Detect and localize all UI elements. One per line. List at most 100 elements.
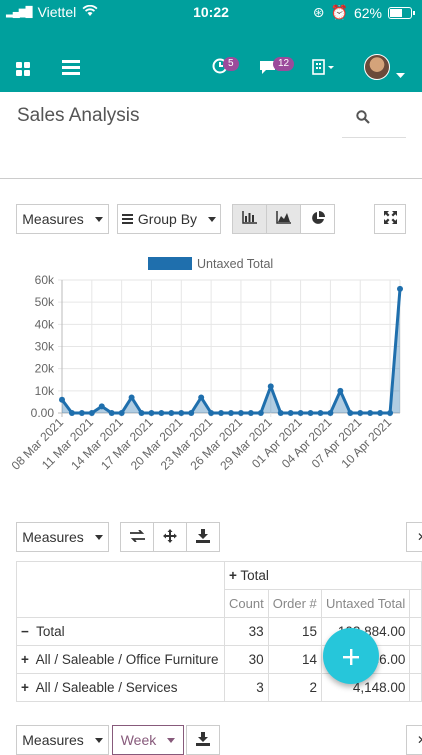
data-point (138, 410, 145, 416)
data-point (327, 410, 334, 416)
data-point (168, 410, 175, 416)
measures-dropdown[interactable]: Measures (16, 204, 109, 234)
move-arrows-icon (163, 528, 177, 546)
battery-icon (388, 6, 415, 19)
navbar: 5 12 (0, 24, 422, 92)
data-point (367, 410, 374, 416)
data-point (108, 410, 115, 416)
user-avatar[interactable] (364, 54, 390, 80)
pivot-col-header-total[interactable]: + Total (224, 561, 422, 590)
row-label: Total (36, 624, 65, 639)
group-by-dropdown[interactable]: Group By (117, 204, 221, 234)
pie-chart-button[interactable] (300, 204, 335, 234)
search-toggle[interactable] (342, 100, 406, 138)
expand-all-button[interactable] (153, 522, 187, 552)
data-point (287, 410, 294, 416)
menu-icon[interactable] (62, 59, 80, 80)
area-chart-icon (276, 211, 291, 227)
data-point (257, 410, 264, 416)
col-header-label: Total (240, 568, 269, 583)
bar-chart-icon (242, 211, 257, 227)
data-point (198, 394, 205, 401)
row-label: All / Saleable / Office Furniture (35, 652, 219, 667)
pivot-corner-cell (16, 561, 225, 618)
data-point (59, 396, 65, 403)
status-bar: ▂▄▆█ Viettel 10:22 ⊛ ⏰ 62% (0, 0, 422, 24)
group-by-label: Group By (137, 211, 198, 227)
bottom-measures-label: Measures (22, 732, 84, 748)
cell-overflow (409, 617, 422, 646)
activity-badge: 5 (223, 57, 239, 71)
measure-header-overflow (409, 589, 422, 618)
row-label: All / Saleable / Services (35, 680, 178, 695)
minus-icon: − (21, 624, 29, 639)
line-chart-button[interactable] (266, 204, 301, 234)
expand-button[interactable] (374, 204, 406, 234)
plus-icon: + (21, 652, 29, 667)
caret-down-icon (94, 737, 103, 743)
data-point (98, 403, 105, 410)
pivot-measures-dropdown[interactable]: Measures (16, 522, 109, 552)
pivot-expand-button[interactable]: ✕ (406, 522, 422, 552)
y-tick-label: 30k (35, 340, 55, 354)
table-row[interactable]: + All / Saleable / Services 3 2 4,148.00 (16, 673, 422, 702)
data-point (277, 410, 284, 416)
measure-header-orders[interactable]: Order # (267, 589, 322, 618)
orientation-lock-icon: ⊛ (312, 4, 325, 20)
cell-overflow (409, 645, 422, 674)
messages-badge: 12 (273, 57, 295, 71)
data-point (377, 410, 384, 416)
interval-label: Week (120, 732, 157, 748)
caret-down-icon (94, 534, 103, 540)
list-icon (121, 211, 133, 227)
bottom-measures-dropdown[interactable]: Measures (16, 725, 109, 755)
caret-down-icon (208, 216, 217, 222)
bottom-expand-button[interactable]: ✕ (406, 725, 422, 755)
measure-header-untaxed[interactable]: Untaxed Total (320, 589, 411, 618)
add-fab-button[interactable] (323, 628, 379, 684)
plus-icon: + (229, 568, 237, 583)
control-panel-divider (0, 178, 422, 179)
signal-icon: ▂▄▆█ (6, 6, 33, 18)
expand-icon: ✕ (417, 530, 422, 544)
data-point (357, 410, 364, 416)
caret-down-icon (167, 737, 176, 743)
data-point (387, 410, 394, 416)
cell-count: 3 (224, 673, 269, 702)
data-point (128, 394, 135, 401)
data-point (317, 410, 324, 416)
expand-icon: ✕ (417, 733, 422, 747)
row-header[interactable]: − Total (16, 617, 225, 646)
download-button[interactable] (186, 522, 220, 552)
data-point (297, 410, 304, 416)
caret-down-icon (94, 216, 103, 222)
apps-grid-icon[interactable] (16, 60, 30, 81)
data-point (88, 410, 95, 416)
wifi-icon (82, 4, 98, 20)
company-building-icon[interactable] (312, 59, 336, 80)
interval-dropdown[interactable]: Week (112, 725, 184, 755)
data-point (347, 410, 354, 416)
chevron-down-icon[interactable] (396, 63, 405, 84)
data-point (188, 410, 195, 416)
plus-icon: + (21, 680, 29, 695)
battery-percent: 62% (353, 4, 382, 21)
download-icon (196, 528, 210, 546)
y-tick-label: 20k (35, 362, 55, 376)
data-point (68, 410, 75, 416)
bar-chart-button[interactable] (232, 204, 267, 234)
flip-axis-button[interactable] (120, 522, 154, 552)
y-tick-label: 0.00 (31, 406, 55, 420)
y-tick-label: 40k (35, 317, 55, 331)
bottom-download-button[interactable] (186, 725, 220, 755)
data-point (218, 410, 225, 416)
measure-header-count[interactable]: Count (224, 589, 269, 618)
data-point (267, 383, 274, 390)
data-point (307, 410, 314, 416)
row-header[interactable]: + All / Saleable / Office Furniture (16, 645, 225, 674)
row-header[interactable]: + All / Saleable / Services (16, 673, 225, 702)
chat-icon[interactable] (259, 59, 276, 80)
data-point (237, 410, 244, 416)
swap-arrows-icon (129, 529, 145, 545)
